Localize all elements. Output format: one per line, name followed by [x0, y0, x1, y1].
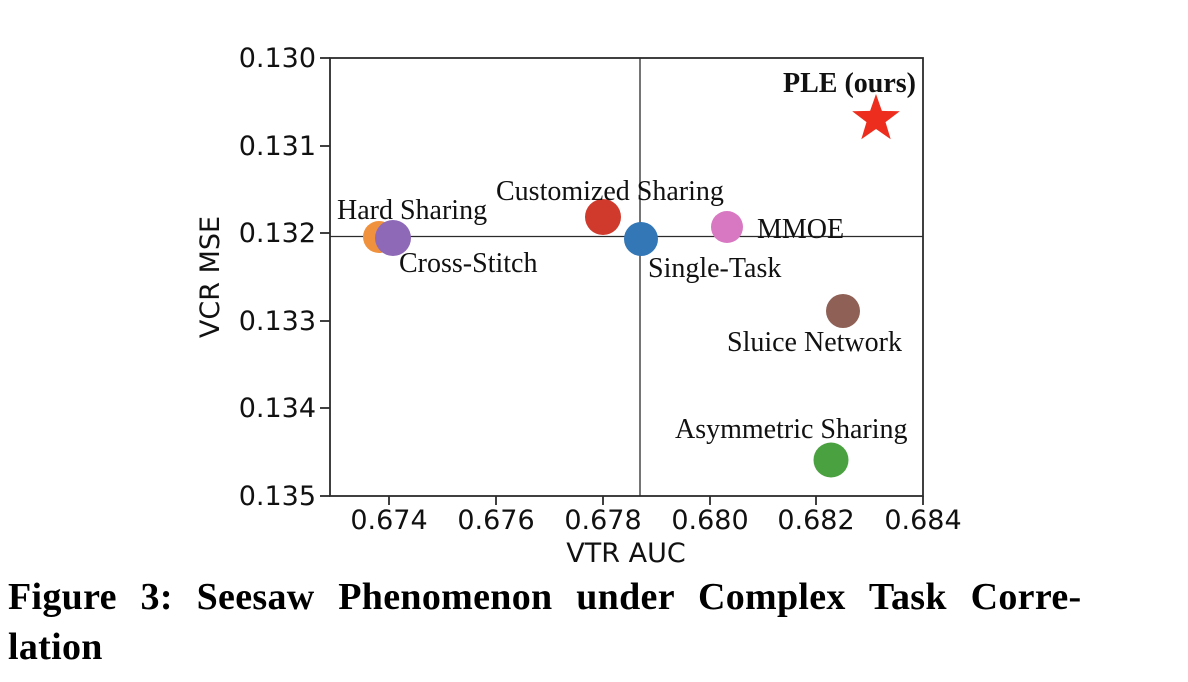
data-points: [363, 94, 900, 478]
figure-caption: Figure 3: Seesaw Phenomenon under Comple…: [8, 572, 1180, 672]
x-tick-label: 0.682: [777, 505, 854, 536]
x-tick-label: 0.680: [671, 505, 748, 536]
point-sluice-network: [826, 294, 860, 328]
plot-border: [329, 57, 924, 497]
x-tick-label: 0.684: [884, 505, 961, 536]
x-axis-tick-labels: 0.674 0.676 0.678 0.680 0.682 0.684: [350, 505, 961, 536]
y-tick-label: 0.132: [239, 218, 316, 249]
x-axis-ticks: [388, 496, 924, 505]
y-tick-label: 0.133: [239, 306, 316, 337]
label-customized-sharing: Customized Sharing: [496, 176, 724, 207]
point-single-task: [624, 222, 658, 256]
y-tick-label: 0.135: [239, 481, 316, 512]
y-tick-label: 0.131: [239, 131, 316, 162]
label-ple-ours: PLE (ours): [783, 68, 916, 99]
point-cross-stitch: [375, 220, 411, 256]
y-tick-label: 0.134: [239, 393, 316, 424]
figure-caption-line1: Figure 3: Seesaw Phenomenon under Comple…: [8, 576, 1082, 618]
x-axis-title: VTR AUC: [566, 538, 685, 569]
y-axis-title: VCR MSE: [195, 216, 226, 338]
figure-caption-line2: lation: [8, 626, 103, 668]
point-labels: Hard Sharing Cross-Stitch Customized Sha…: [337, 68, 916, 445]
point-customized-sharing: [585, 199, 621, 235]
y-axis-tick-labels: 0.130 0.131 0.132 0.133 0.134 0.135: [239, 43, 316, 512]
x-tick-label: 0.678: [564, 505, 641, 536]
label-cross-stitch: Cross-Stitch: [399, 248, 537, 279]
label-hard-sharing: Hard Sharing: [337, 195, 487, 226]
label-mmoe: MMOE: [757, 214, 844, 245]
label-asymmetric-sharing: Asymmetric Sharing: [675, 414, 908, 445]
label-sluice-network: Sluice Network: [727, 327, 902, 358]
x-tick-label: 0.674: [350, 505, 427, 536]
y-axis-ticks: [320, 57, 330, 497]
scatter-plot: 0.130 0.131 0.132 0.133 0.134 0.135 0.67…: [195, 43, 962, 569]
y-tick-label: 0.130: [239, 43, 316, 74]
label-single-task: Single-Task: [648, 253, 781, 284]
x-tick-label: 0.676: [457, 505, 534, 536]
point-asymmetric-sharing: [813, 442, 849, 478]
point-mmoe: [711, 211, 743, 243]
star-marker-ple: [852, 94, 900, 140]
